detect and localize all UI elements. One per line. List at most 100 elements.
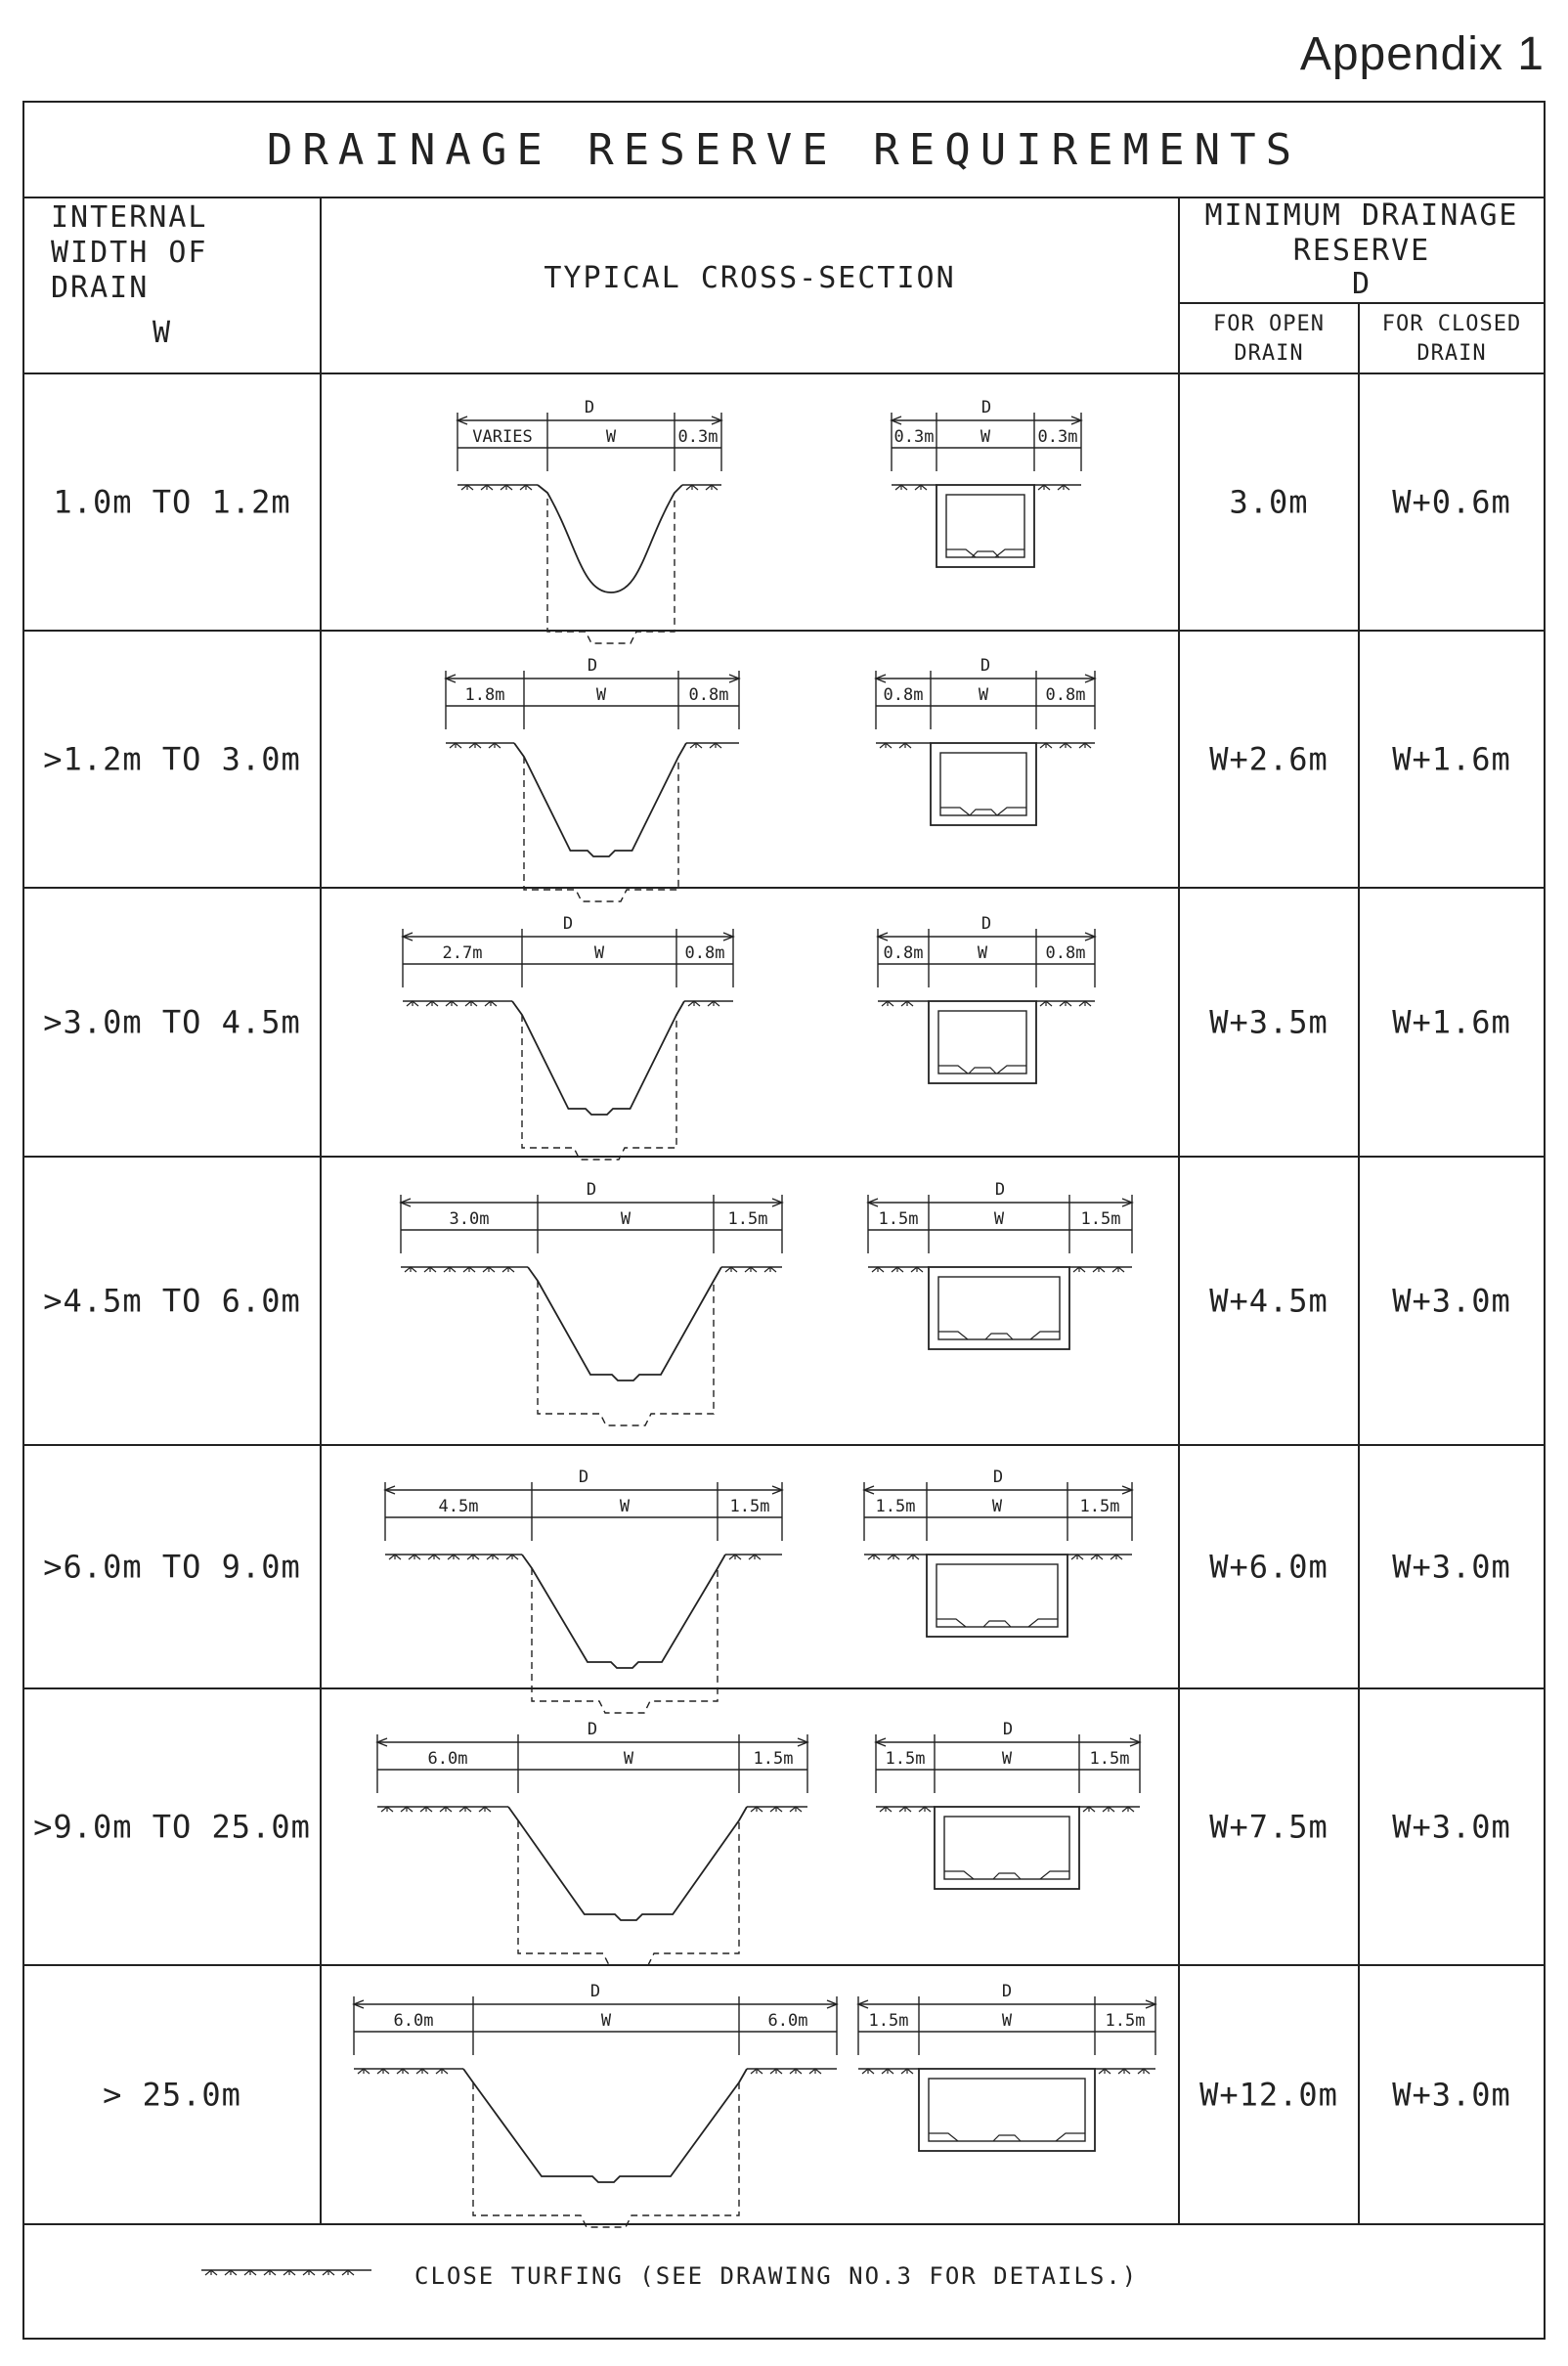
dimension-total-label: D	[1002, 1982, 1012, 2001]
closed-drain-invert	[946, 548, 1024, 558]
dimension-width-label: W	[1002, 1749, 1013, 1769]
table-row: >3.0m TO 4.5m W+3.5m W+1.6m D 2.7m W 0.8m D 0.8m…	[43, 914, 1511, 1161]
dimension-right-label: 0.8m	[689, 685, 729, 705]
dimension-width-label: W	[594, 943, 605, 963]
closed-drain-reserve: W+1.6m	[1392, 1004, 1511, 1041]
turf-mark	[468, 742, 482, 749]
dimension-right-label: 0.8m	[1046, 943, 1086, 963]
turf-mark	[1111, 1266, 1125, 1273]
turf-mark	[748, 1554, 762, 1560]
closed-drain-cross-section: D 1.5m W 1.5m	[866, 1180, 1134, 1350]
turf-mark	[685, 484, 699, 491]
turf-mark	[1072, 1266, 1086, 1273]
dimension-right-label: 6.0m	[768, 2011, 808, 2031]
turf-mark	[501, 1266, 515, 1273]
closed-drain-invert	[929, 2132, 1085, 2142]
dimension-left-label: 6.0m	[394, 2011, 434, 2031]
turf-mark	[1078, 742, 1092, 749]
turf-mark	[500, 484, 513, 491]
open-drain-profile	[507, 1806, 748, 1921]
closed-drain-outer	[930, 742, 1037, 826]
dimension-width-label: W	[980, 427, 991, 447]
turf-mark	[388, 1554, 402, 1560]
turf-mark	[484, 1000, 498, 1007]
open-drain-cross-section: D 3.0m W 1.5m	[399, 1180, 784, 1426]
turf-mark	[1082, 1806, 1096, 1813]
closed-drain-cross-section: D 1.5m W 1.5m	[856, 1982, 1157, 2152]
dimension-right-label: 1.5m	[1106, 2011, 1146, 2031]
dimension-width-label: W	[621, 1209, 632, 1229]
closed-drain-reserve: W+3.0m	[1392, 1809, 1511, 1846]
turf-mark	[449, 742, 462, 749]
turf-mark	[302, 2269, 316, 2276]
turf-mark	[900, 2068, 914, 2075]
turf-mark	[1137, 2068, 1151, 2075]
turf-mark	[914, 484, 928, 491]
internal-width-header: DRAIN	[51, 271, 149, 305]
turf-mark	[789, 1806, 803, 1813]
drain-width-range: >1.2m TO 3.0m	[43, 741, 300, 778]
turf-mark	[808, 2068, 822, 2075]
internal-width-symbol: W	[152, 316, 172, 350]
closed-drain-invert	[940, 807, 1026, 816]
open-drain-cross-section: D 2.7m W 0.8m	[401, 914, 735, 1161]
dimension-total-label: D	[585, 398, 594, 417]
close-turfing-symbol	[201, 2269, 371, 2276]
turf-mark	[1059, 1000, 1072, 1007]
turf-mark	[769, 1806, 783, 1813]
closed-drain-invert	[938, 1065, 1026, 1074]
closed-drain-reserve: W+1.6m	[1392, 741, 1511, 778]
dimension-right-label: 0.8m	[685, 943, 725, 963]
turf-mark	[480, 484, 494, 491]
turf-mark	[408, 1554, 421, 1560]
dimension-left-label: 4.5m	[439, 1497, 479, 1516]
turf-mark	[519, 484, 533, 491]
turf-mark	[380, 1806, 394, 1813]
open-drain-reserve: 3.0m	[1229, 484, 1308, 521]
dimension-right-label: 1.5m	[754, 1749, 794, 1769]
open-drain-reserve-outline	[546, 499, 675, 644]
turf-mark	[263, 2269, 277, 2276]
minimum-reserve-header: MINIMUM DRAINAGE	[1205, 198, 1519, 233]
turf-mark	[898, 1806, 912, 1813]
dimension-left-label: 0.8m	[884, 943, 924, 963]
turf-mark	[887, 1554, 900, 1560]
turf-mark	[1070, 1554, 1084, 1560]
turf-mark	[486, 1554, 500, 1560]
table-row: 1.0m TO 1.2m 3.0m W+0.6m D VARIES W 0.3m D 0.3m W…	[53, 398, 1510, 644]
dimension-total-label: D	[563, 914, 573, 934]
open-drain-reserve: W+3.5m	[1209, 1004, 1328, 1041]
turf-mark	[427, 1554, 441, 1560]
turf-mark	[505, 1554, 519, 1560]
turf-mark	[396, 2068, 410, 2075]
dimension-left-label: 1.5m	[879, 1209, 919, 1229]
turf-mark	[910, 1266, 924, 1273]
drain-width-range: >3.0m TO 4.5m	[43, 1004, 300, 1041]
table-grid	[22, 101, 1546, 2340]
minimum-reserve-header: D	[1352, 267, 1372, 301]
turf-mark	[871, 1266, 885, 1273]
closed-drain-invert	[944, 1870, 1069, 1880]
dimension-left-label: 1.8m	[465, 685, 505, 705]
turf-mark	[891, 1266, 904, 1273]
turf-mark	[415, 2068, 429, 2075]
open-drain-reserve-outline	[472, 2082, 740, 2228]
open-drain-cross-section: D 4.5m W 1.5m	[383, 1468, 784, 1714]
turf-mark	[322, 2269, 335, 2276]
dimension-width-label: W	[979, 685, 989, 705]
dimension-left-label: 1.5m	[886, 1749, 926, 1769]
closed-drain-cross-section: D 0.8m W 0.8m	[874, 656, 1097, 826]
open-drain-cross-section: D 6.0m W 6.0m	[352, 1982, 839, 2228]
open-drain-profile	[521, 1554, 726, 1669]
open-drain-header: FOR OPEN	[1213, 312, 1325, 336]
turf-mark	[879, 742, 893, 749]
turf-mark	[404, 1266, 417, 1273]
turf-mark	[705, 484, 719, 491]
turf-mark	[1117, 2068, 1131, 2075]
turf-mark	[769, 2068, 783, 2075]
dimension-width-label: W	[992, 1497, 1003, 1516]
open-drain-profile	[511, 1000, 685, 1116]
turf-mark	[1039, 1000, 1053, 1007]
dimension-width-label: W	[596, 685, 607, 705]
turf-mark	[707, 1000, 720, 1007]
